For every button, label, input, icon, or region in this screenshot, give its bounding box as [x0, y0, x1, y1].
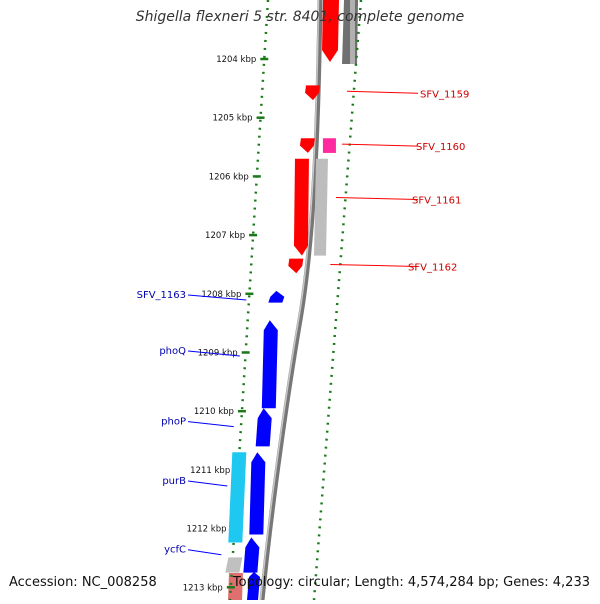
gene-label-leader [347, 90, 419, 94]
partial-reverse-gene-bottom[interactable] [247, 572, 260, 600]
gene-label-leader [187, 294, 247, 301]
feature-block-cyan[interactable] [228, 452, 247, 543]
gene-label-sfv_1160[interactable]: SFV_1160 [416, 142, 465, 153]
forward-gene-sfv_1161[interactable] [293, 158, 309, 256]
forward-gene-sfv_1160[interactable] [299, 138, 315, 153]
reverse-gene-track: SFV_1163 phoQ phoP purB ycfC [137, 290, 285, 573]
feature-strip[interactable] [225, 557, 243, 573]
forward-gene-track: SFV_1159 SFV_1160 SFV_1161 SFV_1162 [288, 85, 469, 273]
gene-label-sfv_1163[interactable]: SFV_1163 [137, 290, 186, 301]
gene-label-ycfc[interactable]: ycfC [164, 545, 186, 556]
gene-label-purb[interactable]: purB [162, 476, 186, 487]
scale-tick-label: 1210 kbp [194, 407, 234, 417]
forward-gene-sfv_1162[interactable] [288, 258, 304, 274]
forward-gene-sfv_1159[interactable] [305, 85, 321, 101]
partial-reverse-feature-bottom[interactable] [228, 573, 243, 600]
genome-backbone [259, 0, 323, 601]
reverse-gene-ycfc[interactable] [243, 537, 260, 573]
reverse-gene-purb[interactable] [249, 452, 266, 535]
reverse-gene-phop[interactable] [255, 408, 272, 447]
gene-label-leader [187, 480, 228, 487]
accession-text: Accession: NC_008258 [9, 575, 157, 590]
scale-ticks: 1204 kbp 1205 kbp 1206 kbp 1207 kbp 1208 kbp… [183, 55, 269, 593]
gene-label-phop[interactable]: phoP [161, 417, 186, 428]
gene-label-leader [335, 197, 419, 201]
reverse-gene-phoq[interactable] [261, 320, 278, 409]
scale-tick-label: 1208 kbp [201, 290, 241, 300]
scale-tick-label: 1211 kbp [190, 466, 230, 476]
gene-label-leader [187, 421, 234, 428]
feature-block-magenta[interactable] [322, 138, 336, 153]
gene-label-leader [187, 350, 240, 357]
genome-title: Shigella flexneri 5 str. 8401, complete … [135, 9, 465, 25]
scale-tick-label: 1206 kbp [209, 172, 249, 182]
track-boundary-right [312, 0, 363, 601]
gene-label-sfv_1159[interactable]: SFV_1159 [420, 89, 469, 100]
scale-tick-label: 1207 kbp [205, 231, 245, 241]
partial-genes-bottom [228, 572, 260, 600]
scale-tick-label: 1213 kbp [183, 583, 223, 593]
partial-genes-top [322, 0, 358, 64]
scale-tick-label: 1212 kbp [186, 525, 226, 535]
scale-tick-label: 1205 kbp [212, 114, 252, 124]
genome-summary-text: Topology: circular; Length: 4,574,284 bp… [232, 575, 590, 590]
gene-label-sfv_1162[interactable]: SFV_1162 [408, 262, 457, 273]
feature-strip[interactable] [313, 158, 328, 256]
scale-tick-label: 1204 kbp [216, 55, 256, 65]
gene-label-leader [187, 549, 222, 556]
gene-label-leader [341, 143, 419, 147]
gene-label-leader [330, 263, 419, 267]
reverse-gene-sfv_1163[interactable] [268, 290, 285, 303]
partial-forward-gene-top[interactable] [322, 0, 339, 62]
gene-label-phoq[interactable]: phoQ [159, 346, 186, 357]
gene-label-sfv_1161[interactable]: SFV_1161 [412, 196, 461, 207]
